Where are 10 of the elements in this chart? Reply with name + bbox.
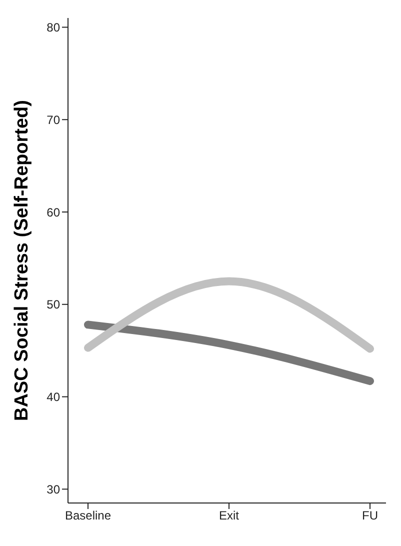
y-tick-label: 30 xyxy=(46,482,60,496)
x-tick-label: FU xyxy=(362,508,378,523)
x-tick-label: Baseline xyxy=(64,508,112,523)
y-tick-label: 80 xyxy=(46,20,60,34)
y-tick-label: 70 xyxy=(46,112,60,127)
y-tick-label: 60 xyxy=(46,205,60,220)
y-tick-label: 40 xyxy=(46,390,60,404)
x-tick-label: Exit xyxy=(218,508,240,523)
y-axis-title: BASC Social Stress (Self-Reported) xyxy=(12,100,33,421)
y-tick-label: 50 xyxy=(46,298,60,312)
